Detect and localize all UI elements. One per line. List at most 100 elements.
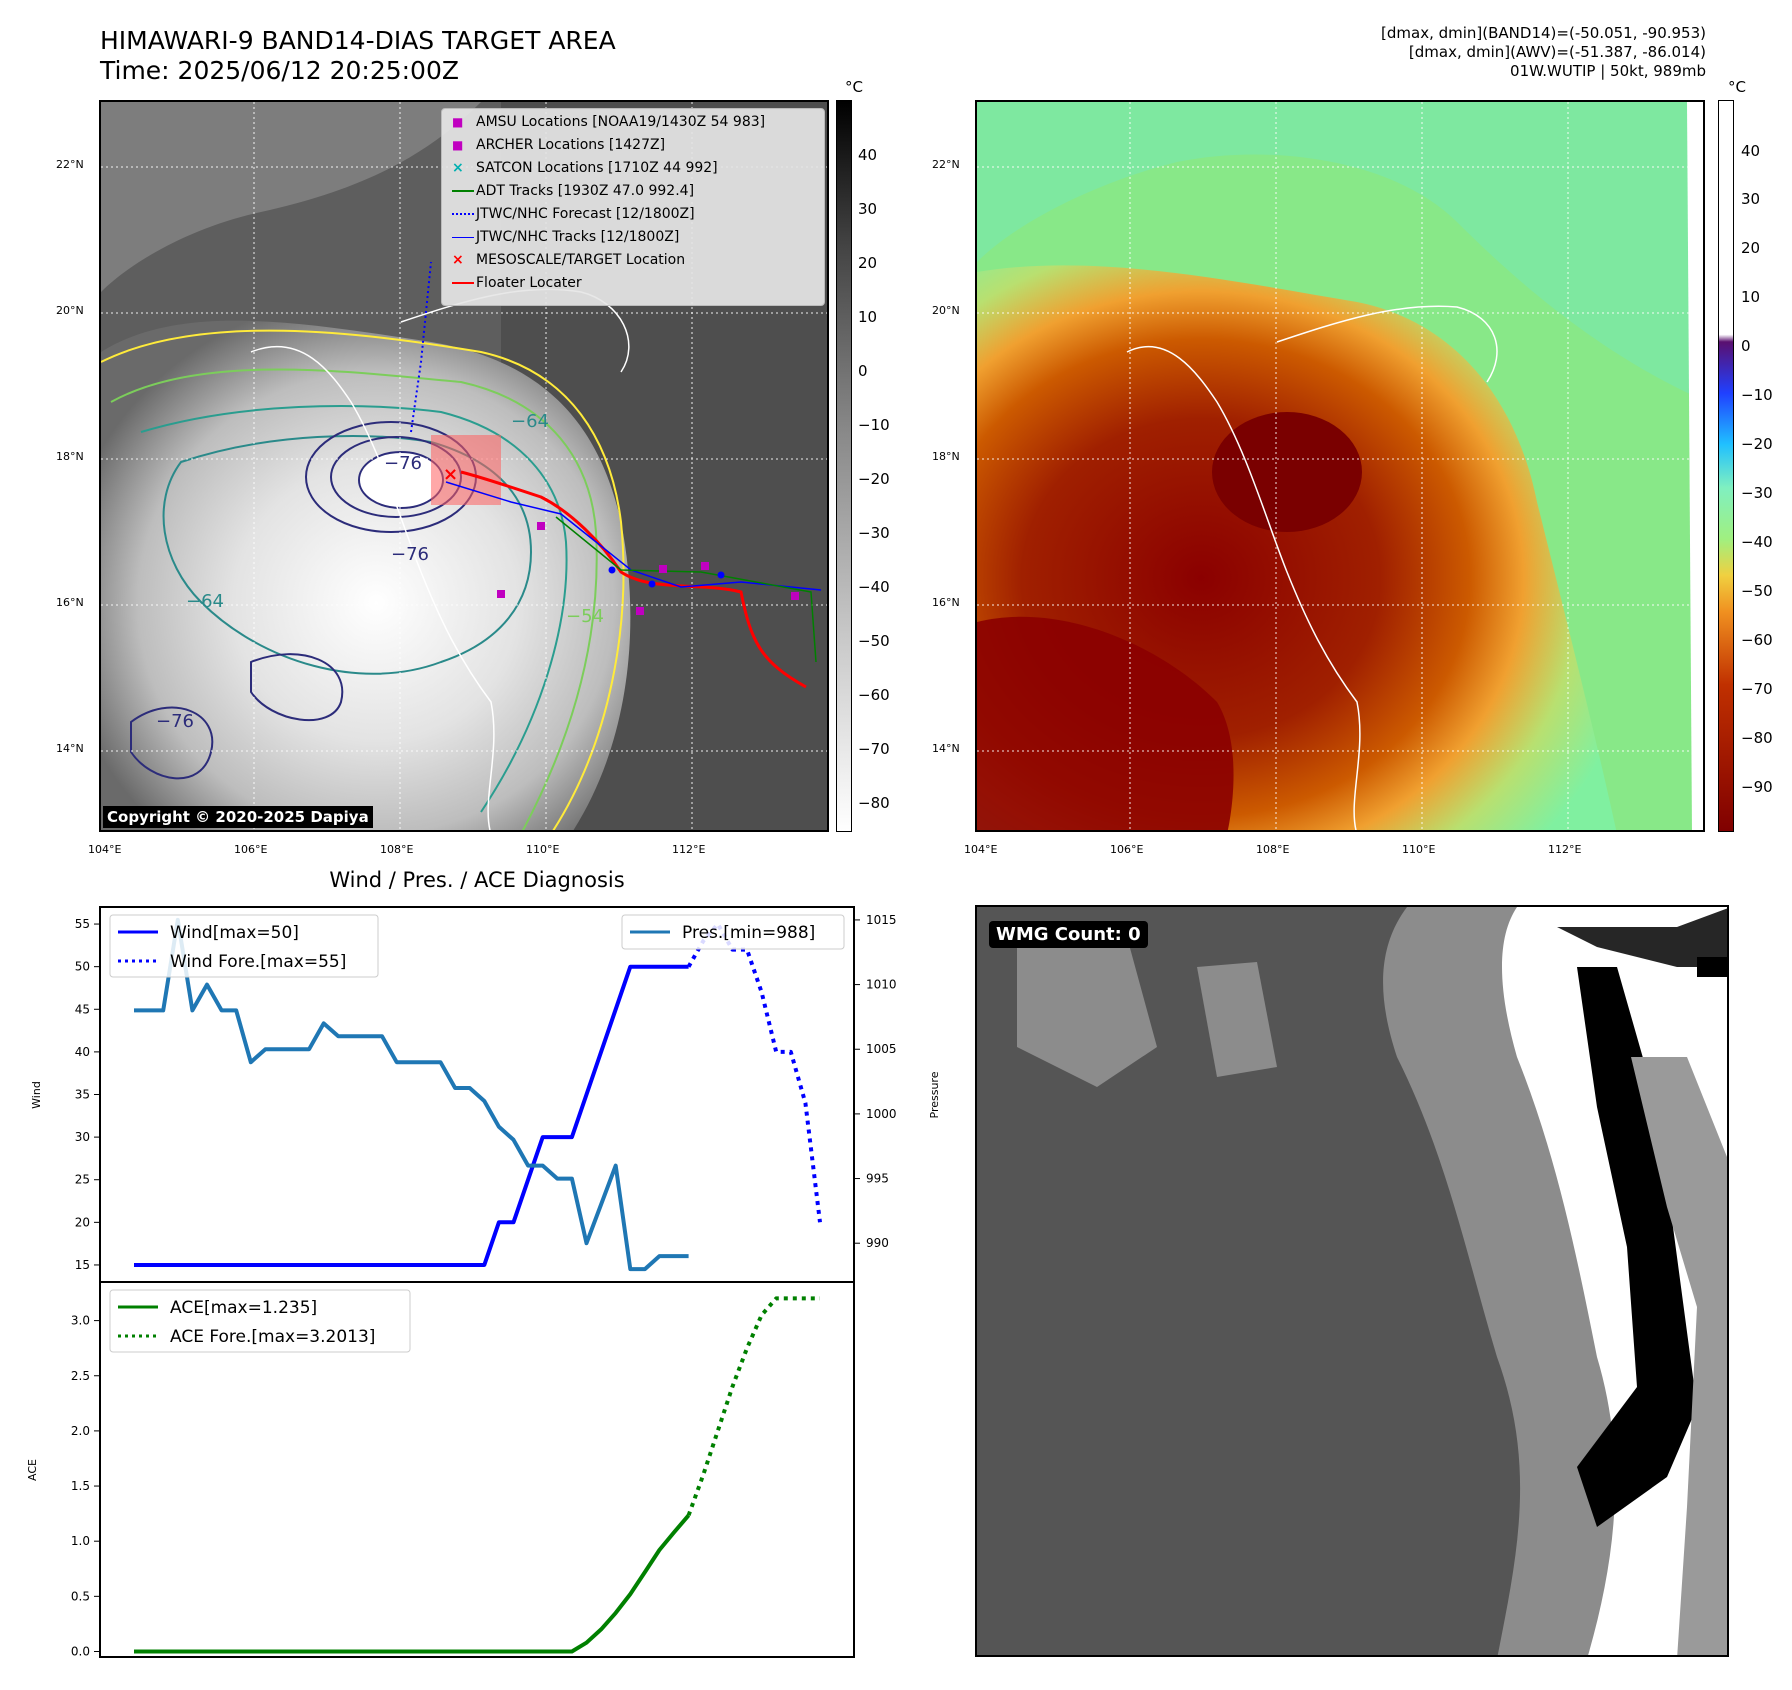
lon-label: 110°E (526, 843, 560, 856)
legend-item: JTWC/NHC Tracks [12/1800Z] (452, 229, 679, 245)
lon-label: 106°E (1110, 843, 1144, 856)
contour-label: −54 (566, 606, 604, 627)
y2-tick-label: 1010 (866, 978, 897, 992)
ace-legend-label: ACE[max=1.235] (170, 1298, 317, 1318)
lon-label: 112°E (1548, 843, 1582, 856)
line-marker-icon (452, 183, 476, 199)
wind-fore-legend-label: Wind Fore.[max=55] (170, 952, 346, 972)
y-tick-label: 30 (75, 1130, 90, 1144)
ace-forecast-series-line (686, 1296, 820, 1516)
colorbar-tick: 20 (1741, 239, 1761, 257)
pres-legend: Pres.[min=988] (621, 914, 845, 950)
colorbar-tick: −10 (1741, 386, 1773, 404)
ace-fore-legend-label: ACE Fore.[max=3.2013] (170, 1327, 375, 1347)
wind-axis-label: Wind (30, 1081, 43, 1109)
legend-item: × SATCON Locations [1710Z 44 992] (452, 160, 718, 176)
colorbar-left (836, 100, 852, 832)
diagnosis-title: Wind / Pres. / ACE Diagnosis (329, 868, 625, 892)
ir-map-panel: × −76 −76 −64 −54 −64 −76 ■ AMSU Location… (99, 100, 829, 832)
colorbar-tick: 0 (1741, 337, 1751, 355)
pres-legend-label: Pres.[min=988] (682, 923, 815, 943)
legend-item: × MESOSCALE/TARGET Location (452, 252, 686, 268)
copyright-label: Copyright © 2020-2025 Dapiya (103, 806, 373, 828)
y-tick-label: 25 (75, 1173, 90, 1187)
lon-label: 108°E (1256, 843, 1290, 856)
lat-label: 22°N (56, 158, 84, 171)
wind-legend-label: Wind[max=50] (170, 923, 299, 943)
wind-forecast-series-line (686, 922, 822, 1223)
colorbar-tick: −70 (1741, 680, 1773, 698)
legend-item: Floater Locater (452, 275, 582, 291)
colorbar-tick: −90 (1741, 778, 1773, 796)
colorbar-tick: −30 (1741, 484, 1773, 502)
awv-range: [dmax, dmin](AWV)=(-51.387, -86.014) (1408, 43, 1706, 61)
ace-axis-label: ACE (26, 1459, 39, 1481)
y-tick-label: 0.0 (71, 1644, 90, 1658)
lat-label: 16°N (56, 596, 84, 609)
y-tick-label: 45 (75, 1002, 90, 1016)
pressure-axis-label: Pressure (928, 1071, 941, 1118)
y2-tick-label: 1015 (866, 913, 897, 927)
colorbar-tick: −50 (1741, 582, 1773, 600)
legend-item: JTWC/NHC Forecast [12/1800Z] (452, 206, 695, 222)
square-marker-icon: ■ (452, 115, 464, 129)
jtwc-forecast-line (410, 261, 432, 433)
lon-label: 106°E (234, 843, 268, 856)
colorbar-tick: −50 (858, 632, 890, 650)
legend-item: ■ ARCHER Locations [1427Z] (452, 137, 666, 153)
y-tick-label: 1.5 (71, 1479, 90, 1493)
contour-label: −76 (156, 711, 194, 732)
wmg-image (977, 907, 1727, 1655)
lat-label: 14°N (56, 742, 84, 755)
lat-label: 18°N (932, 450, 960, 463)
colorbar-tick: −20 (1741, 435, 1773, 453)
storm-info: 01W.WUTIP | 50kt, 989mb (1510, 62, 1706, 80)
colorbar-tick: 40 (1741, 142, 1761, 160)
lon-label: 112°E (672, 843, 706, 856)
contour-label: −76 (391, 544, 429, 565)
y2-tick-label: 1005 (866, 1042, 897, 1056)
colorbar-tick: −40 (1741, 533, 1773, 551)
ace-legend: ACE[max=1.235] ACE Fore.[max=3.2013] (109, 1289, 411, 1353)
y-tick-label: 20 (75, 1215, 90, 1229)
ace-series-line (134, 1514, 691, 1654)
wmg-panel: WMG Count: 0 (975, 905, 1729, 1657)
y-tick-label: 3.0 (71, 1314, 90, 1328)
target-marker-icon: × (443, 464, 458, 485)
colorbar-tick: −80 (858, 794, 890, 812)
contour-label: −64 (511, 411, 549, 432)
pressure-series-line (134, 917, 689, 1272)
lat-label: 16°N (932, 596, 960, 609)
legend-item: ■ AMSU Locations [NOAA19/1430Z 54 983] (452, 114, 766, 130)
colorbar-tick: 30 (858, 200, 878, 218)
colorbar-unit: °C (845, 78, 863, 96)
y2-tick-label: 990 (866, 1236, 889, 1250)
line-dot-icon (452, 229, 476, 245)
legend-item: ADT Tracks [1930Z 47.0 992.4] (452, 183, 694, 199)
colorbar-tick: 20 (858, 254, 878, 272)
y-tick-label: 55 (75, 917, 90, 931)
colorbar-tick: 30 (1741, 190, 1761, 208)
map-legend: ■ AMSU Locations [NOAA19/1430Z 54 983] ■ A… (441, 108, 825, 306)
y-tick-label: 2.5 (71, 1369, 90, 1383)
lon-label: 110°E (1402, 843, 1436, 856)
lat-label: 20°N (56, 304, 84, 317)
ace-axes (99, 1281, 855, 1658)
lon-label: 108°E (380, 843, 414, 856)
contour-label: −76 (384, 453, 422, 474)
lat-label: 14°N (932, 742, 960, 755)
y-tick-label: 2.0 (71, 1424, 90, 1438)
y-tick-label: 1.0 (71, 1534, 90, 1548)
colorbar-tick: −20 (858, 470, 890, 488)
y2-tick-label: 1000 (866, 1107, 897, 1121)
colorbar-tick: −60 (1741, 631, 1773, 649)
colorbar-tick: 10 (858, 308, 878, 326)
chart-time: Time: 2025/06/12 20:25:00Z (100, 56, 459, 85)
lat-label: 22°N (932, 158, 960, 171)
colorbar-tick: 40 (858, 146, 878, 164)
y2-tick-label: 995 (866, 1172, 889, 1186)
y-tick-label: 40 (75, 1045, 90, 1059)
colorbar-tick: 0 (858, 362, 868, 380)
colorbar-tick: −40 (858, 578, 890, 596)
colorbar-unit: °C (1728, 78, 1746, 96)
